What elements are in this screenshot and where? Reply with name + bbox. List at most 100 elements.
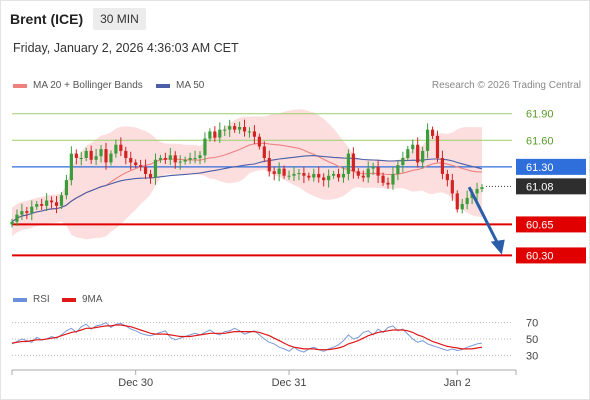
- candle-88: [445, 169, 449, 187]
- candle-9: [54, 195, 59, 214]
- candle-body-48: [247, 131, 252, 133]
- candle-59: [302, 166, 306, 184]
- candle-66: [336, 168, 341, 182]
- candle-body-60: [307, 175, 311, 178]
- candle-body-95: [480, 187, 484, 189]
- pivot-label-61-30: 61.30: [526, 162, 554, 174]
- title-bar: Brent (ICE) 30 MIN: [10, 7, 146, 31]
- candle-32: [168, 147, 172, 165]
- candle-18: [99, 144, 103, 163]
- candle-body-68: [346, 153, 351, 174]
- chart-datetime: Friday, January 2, 2026 4:36:03 AM CET: [13, 41, 239, 55]
- candle-body-64: [327, 175, 331, 181]
- legend-ma50-label: MA 50: [176, 80, 205, 91]
- bollinger-band: [12, 109, 482, 240]
- candle-79: [401, 151, 405, 173]
- candle-24: [129, 151, 133, 170]
- legend-ma50: MA 50: [156, 80, 204, 91]
- candle-body-43: [223, 129, 227, 131]
- candle-2: [20, 203, 24, 220]
- candle-body-22: [119, 144, 123, 151]
- candle-28: [148, 169, 153, 184]
- candle-15: [84, 147, 88, 162]
- candle-body-46: [237, 127, 242, 130]
- candle-48: [247, 127, 252, 138]
- candle-body-27: [143, 166, 148, 174]
- candle-29: [153, 153, 158, 185]
- candle-body-75: [381, 175, 385, 183]
- candle-body-59: [302, 173, 306, 176]
- candle-body-45: [233, 126, 237, 130]
- candle-60: [307, 172, 311, 181]
- candle-4: [30, 200, 34, 221]
- candle-body-23: [124, 150, 128, 158]
- rsi-tick-label-50: 50: [526, 334, 538, 346]
- candle-body-85: [430, 129, 435, 136]
- candle-body-8: [49, 200, 54, 203]
- interval-badge[interactable]: 30 MIN: [93, 8, 146, 30]
- candle-body-33: [173, 155, 177, 163]
- candle-body-70: [356, 171, 360, 176]
- candle-body-11: [64, 180, 69, 196]
- candle-body-32: [168, 155, 172, 160]
- candle-42: [218, 122, 222, 143]
- bollinger-band-layer: [12, 109, 482, 240]
- candle-73: [371, 162, 375, 175]
- candle-65: [331, 170, 336, 179]
- x-tick-label-dec-31: Dec 31: [272, 377, 307, 389]
- candle-body-55: [282, 168, 286, 176]
- legend-rsi-swatch: [13, 297, 27, 302]
- rsi-panel: 70 50 30: [11, 318, 538, 362]
- candle-26: [139, 159, 143, 172]
- instrument-title: Brent (ICE): [10, 11, 84, 27]
- candle-body-67: [341, 173, 346, 178]
- candle-body-29: [153, 159, 158, 178]
- candle-91: [460, 198, 464, 214]
- candle-body-40: [208, 131, 212, 139]
- candle-body-57: [292, 173, 296, 176]
- candle-body-49: [252, 131, 257, 137]
- candle-body-14: [79, 158, 83, 159]
- candle-45: [233, 123, 237, 133]
- candle-70: [356, 168, 360, 179]
- forecast-layer: [467, 186, 505, 255]
- candle-72: [366, 161, 370, 183]
- candle-body-38: [198, 155, 202, 158]
- candle-56: [287, 170, 291, 180]
- legend-rsi-label: RSI: [33, 294, 50, 305]
- candle-3: [25, 206, 29, 220]
- candle-76: [386, 177, 390, 189]
- candle-body-17: [94, 156, 98, 160]
- candle-89: [450, 173, 454, 201]
- rsi-tick-label-30: 30: [526, 350, 538, 362]
- support-label-60-65: 60.65: [526, 219, 554, 231]
- candle-30: [158, 154, 163, 163]
- candle-38: [198, 151, 202, 165]
- candle-body-2: [20, 211, 24, 215]
- candle-body-84: [425, 129, 430, 151]
- candle-8: [49, 196, 54, 209]
- candle-body-54: [277, 168, 281, 174]
- candle-body-61: [312, 173, 316, 178]
- candle-75: [381, 172, 385, 186]
- x-tick-label-dec-30: Dec 30: [118, 377, 153, 389]
- candle-body-44: [228, 126, 232, 130]
- candle-body-77: [391, 173, 395, 185]
- candle-body-31: [163, 158, 167, 160]
- candle-27: [143, 159, 148, 180]
- candle-body-65: [331, 173, 336, 176]
- candle-body-28: [148, 173, 153, 178]
- candle-85: [430, 126, 435, 139]
- candle-body-37: [193, 158, 197, 159]
- candle-7: [45, 193, 49, 212]
- candle-17: [94, 148, 98, 165]
- candle-body-10: [59, 195, 64, 206]
- candle-37: [193, 150, 197, 164]
- candle-61: [312, 168, 316, 182]
- candle-body-12: [69, 153, 73, 181]
- candle-62: [317, 166, 321, 183]
- candle-body-78: [396, 165, 400, 174]
- candle-body-71: [361, 175, 365, 178]
- candle-body-80: [406, 149, 410, 158]
- candle-49: [252, 125, 257, 145]
